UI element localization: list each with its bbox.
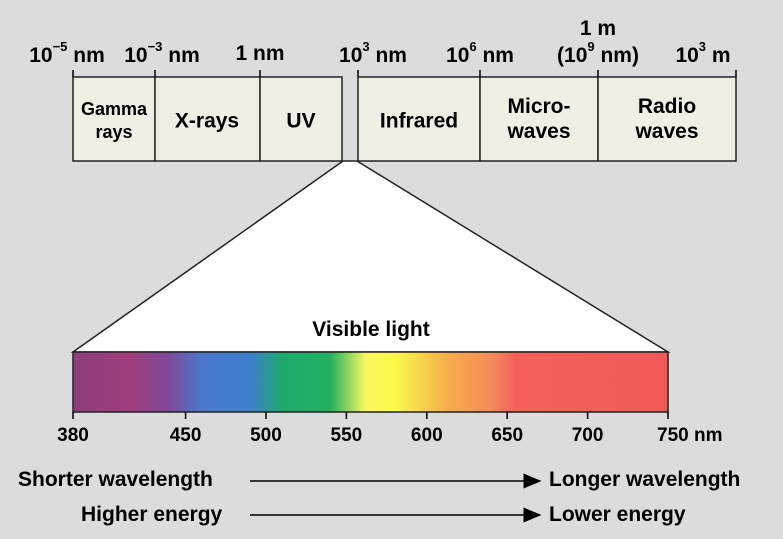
em-band-bar <box>72 76 737 162</box>
wavelength-tick-label: 750 nm <box>657 425 723 446</box>
band-gamma-rays: Gamma rays <box>80 99 148 142</box>
wavelength-tick-label: 500 <box>250 425 282 446</box>
band-cell-infrared <box>357 76 481 162</box>
scale-label-1e9nm: (109 nm) <box>557 39 639 67</box>
shorter-wavelength-label: Shorter wavelength <box>18 468 213 491</box>
scale-label-1e6nm: 106 nm <box>446 39 514 67</box>
wavelength-tick-label: 700 <box>571 425 604 446</box>
longer-wavelength-label: Longer wavelength <box>549 468 741 491</box>
scale-label-1m: 1 m <box>579 17 617 40</box>
higher-energy-label: Higher energy <box>81 503 223 526</box>
band-radio-waves: Radio waves <box>635 95 699 143</box>
visible-light-title: Visible light <box>312 318 430 341</box>
lower-energy-label: Lower energy <box>549 503 686 526</box>
band-cell-microwaves <box>479 76 599 162</box>
wavelength-tick-label: 600 <box>410 425 443 446</box>
scale-label-1e3m: 103 m <box>675 39 731 67</box>
band-cell-radio <box>597 76 737 162</box>
band-microwaves: Micro-waves <box>507 95 571 143</box>
wavelength-tick-label: 380 <box>57 425 89 446</box>
band-cell-xrays <box>154 76 261 162</box>
scale-ticks <box>72 70 737 77</box>
band-x-rays: X-rays <box>174 109 240 133</box>
visible-spectrum-bar <box>72 351 669 413</box>
band-cell-gamma <box>72 76 156 162</box>
band-infrared: Infrared <box>379 109 459 133</box>
scale-label-1e-5nm: 10−5 nm <box>29 39 105 67</box>
wavelength-tick-label: 650 <box>491 425 524 446</box>
scale-label-1e3nm: 103 nm <box>339 39 407 67</box>
wavelength-tick-label: 550 <box>330 425 363 446</box>
wavelength-tick-label: 450 <box>169 425 202 446</box>
scale-label-1nm: 1 nm <box>235 42 285 65</box>
scale-label-1e-3nm: 10−3 nm <box>124 39 200 67</box>
band-cell-uv <box>259 76 343 162</box>
band-uv: UV <box>286 109 316 133</box>
wavelength-ticks <box>72 412 669 419</box>
